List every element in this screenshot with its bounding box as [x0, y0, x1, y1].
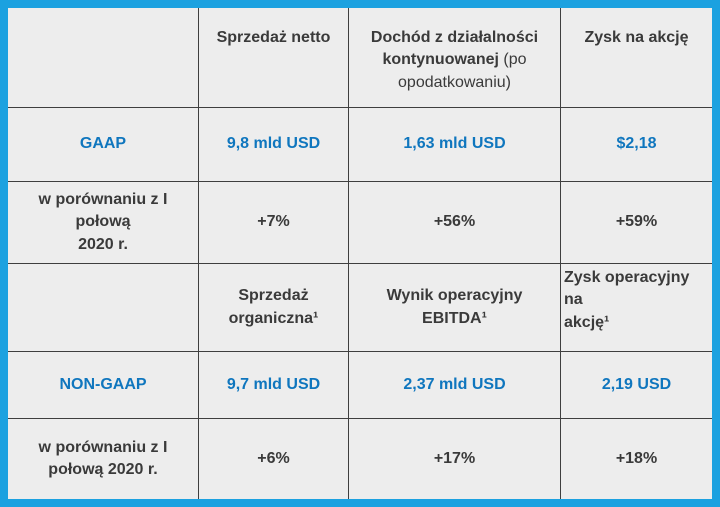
cell-nongaap-ebitda-change: +17%	[349, 419, 560, 499]
header-income-bold: Dochód z działalności kontynuowanej	[370, 29, 539, 69]
cell-header-eps: Zysk na akcję	[561, 8, 712, 107]
cell-nongaap-operating-eps-change: +18%	[561, 419, 712, 499]
cell-gaap-compare-label: w porównaniu z I połową 2020 r.	[8, 182, 198, 263]
cell-header-net-sales: Sprzedaż netto	[199, 8, 348, 107]
cell-header-operating-eps: Zysk operacyjny na akcję¹	[561, 264, 712, 351]
cell-gaap-label: GAAP	[8, 108, 198, 181]
cell-header-ebitda: Wynik operacyjny EBITDA¹	[349, 264, 560, 351]
cell-gaap-net-sales-change: +7%	[199, 182, 348, 263]
cell-nongaap-organic-sales-change: +6%	[199, 419, 348, 499]
cell-gaap-income: 1,63 mld USD	[349, 108, 560, 181]
header-income-text: Dochód z działalności kontynuowanej (po …	[363, 27, 546, 94]
cell-header-income: Dochód z działalności kontynuowanej (po …	[349, 8, 560, 107]
cell-nongaap-operating-eps: 2,19 USD	[561, 352, 712, 418]
cell-gaap-eps: $2,18	[561, 108, 712, 181]
cell-gaap-income-change: +56%	[349, 182, 560, 263]
cell-nongaap-organic-sales: 9,7 mld USD	[199, 352, 348, 418]
cell-nongaap-ebitda: 2,37 mld USD	[349, 352, 560, 418]
cell-nongaap-label: NON-GAAP	[8, 352, 198, 418]
cell-nongaap-header-blank	[8, 264, 198, 351]
cell-gaap-net-sales: 9,8 mld USD	[199, 108, 348, 181]
cell-header-blank	[8, 8, 198, 107]
cell-gaap-eps-change: +59%	[561, 182, 712, 263]
cell-nongaap-compare-label: w porównaniu z I połową 2020 r.	[8, 419, 198, 499]
header-income-regular: (po opodatkowaniu)	[398, 51, 527, 91]
cell-header-organic-sales: Sprzedaż organiczna¹	[199, 264, 348, 351]
